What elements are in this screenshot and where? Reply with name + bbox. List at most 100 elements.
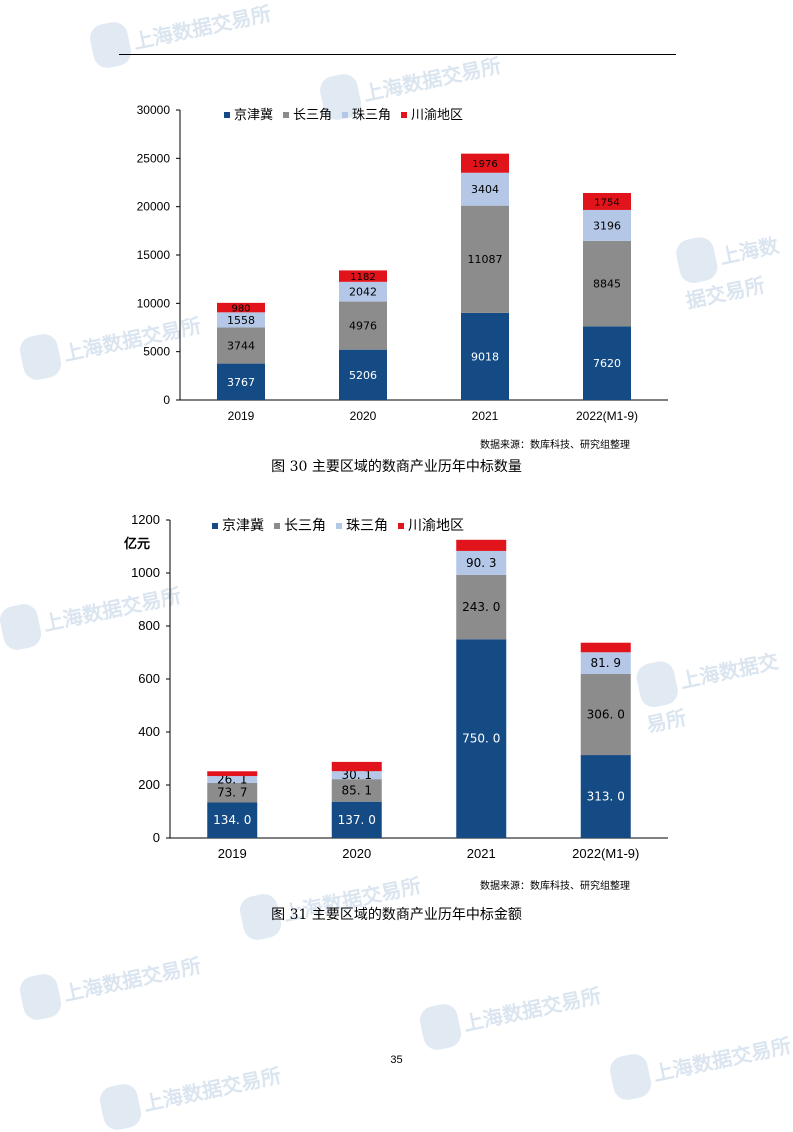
legend-label: 京津冀 bbox=[234, 107, 273, 123]
y-tick-label: 200 bbox=[138, 777, 160, 792]
legend-swatch bbox=[398, 523, 404, 529]
bar-data-label: 1754 bbox=[594, 197, 619, 208]
y-tick-label: 25000 bbox=[137, 151, 171, 165]
bar-segment bbox=[580, 673, 631, 756]
bar-data-label: 4976 bbox=[349, 320, 377, 333]
bar-segment bbox=[580, 755, 631, 838]
page-number: 35 bbox=[390, 1054, 403, 1066]
bar-segment bbox=[339, 301, 387, 350]
bar-segment bbox=[580, 652, 631, 674]
watermark-s-icon bbox=[87, 19, 134, 71]
watermark-text: 上海数据交易所 bbox=[140, 1062, 283, 1116]
bar-data-label: 2042 bbox=[349, 286, 377, 299]
bar-data-label: 137. 0 bbox=[338, 813, 376, 827]
watermark-text: 上海数据交易所 bbox=[460, 982, 603, 1036]
bar-segment bbox=[456, 539, 507, 551]
bar-segment bbox=[461, 172, 509, 206]
y-tick-label: 1000 bbox=[131, 565, 160, 580]
bar-segment bbox=[339, 281, 387, 302]
watermark-logo: 上海数据交易所 bbox=[17, 942, 204, 1023]
x-tick-label: 2020 bbox=[342, 846, 371, 861]
legend-swatch bbox=[336, 523, 342, 529]
y-tick-label: 400 bbox=[138, 724, 160, 739]
y-tick-label: 800 bbox=[138, 618, 160, 633]
bar-segment bbox=[456, 574, 507, 640]
bar-segment bbox=[583, 326, 631, 400]
legend-label: 长三角 bbox=[284, 518, 326, 534]
legend-swatch bbox=[212, 523, 218, 529]
bar-data-label: 1976 bbox=[472, 159, 497, 170]
y-tick-label: 0 bbox=[153, 830, 160, 845]
bar-data-label: 313. 0 bbox=[587, 790, 625, 804]
bar-segment bbox=[583, 240, 631, 327]
bar-segment bbox=[331, 761, 382, 772]
bar-data-label: 9018 bbox=[471, 350, 499, 363]
bar-segment bbox=[339, 270, 387, 282]
y-tick-label: 10000 bbox=[137, 296, 171, 310]
x-tick-label: 2019 bbox=[228, 409, 255, 423]
watermark-s-icon bbox=[17, 971, 64, 1023]
x-tick-label: 2019 bbox=[218, 846, 247, 861]
bar-data-label: 1558 bbox=[227, 314, 255, 327]
legend-swatch bbox=[224, 112, 230, 118]
bar-segment bbox=[207, 771, 258, 777]
bar-data-label: 5206 bbox=[349, 369, 377, 382]
bar-segment bbox=[331, 801, 382, 838]
bar-data-label: 73. 7 bbox=[217, 786, 248, 800]
bar-data-label: 980 bbox=[231, 304, 250, 315]
legend-label: 川渝地区 bbox=[408, 518, 464, 534]
y-tick-label: 0 bbox=[163, 393, 170, 407]
figure-30-source: 数据来源：数库科技、研究组整理 bbox=[480, 440, 630, 451]
bar-data-label: 90. 3 bbox=[466, 556, 497, 570]
x-tick-label: 2022(M1-9) bbox=[576, 409, 638, 423]
figure-31-caption: 图 31 主要区域的数商产业历年中标金额 bbox=[271, 907, 522, 923]
bar-segment bbox=[583, 209, 631, 241]
bar-segment bbox=[456, 639, 507, 838]
y-unit-label: 亿元 bbox=[124, 536, 150, 552]
header-rule bbox=[119, 54, 676, 55]
bar-data-label: 3744 bbox=[227, 339, 255, 352]
bar-data-label: 85. 1 bbox=[341, 783, 372, 797]
bar-data-label: 7620 bbox=[593, 357, 621, 370]
x-tick-label: 2020 bbox=[350, 409, 377, 423]
bar-segment bbox=[456, 550, 507, 575]
bar-segment bbox=[461, 312, 509, 400]
y-tick-label: 15000 bbox=[137, 248, 171, 262]
legend-swatch bbox=[401, 112, 407, 118]
bar-segment bbox=[339, 349, 387, 400]
watermark-logo: 上海数据交易所 bbox=[417, 972, 604, 1053]
legend-swatch bbox=[342, 112, 348, 118]
legend-label: 珠三角 bbox=[346, 518, 388, 534]
bar-segment bbox=[461, 153, 509, 173]
bar-segment bbox=[217, 312, 265, 328]
watermark-logo: 上海数据交易所 bbox=[87, 0, 274, 71]
bar-data-label: 3196 bbox=[593, 219, 621, 232]
bar-segment bbox=[331, 771, 382, 780]
x-tick-label: 2021 bbox=[472, 409, 499, 423]
bar-data-label: 11087 bbox=[468, 253, 503, 266]
bar-segment bbox=[217, 302, 265, 313]
legend-swatch bbox=[283, 112, 289, 118]
bar-data-label: 243. 0 bbox=[462, 600, 500, 614]
legend-swatch bbox=[274, 523, 280, 529]
bid-count-chart: 0 5000 10000 15000 20000 25000 30000 3767 3744 15… bbox=[137, 103, 668, 423]
bar-segment bbox=[207, 802, 258, 838]
bar-data-label: 8845 bbox=[593, 278, 621, 291]
figure-31-source: 数据来源：数库科技、研究组整理 bbox=[480, 881, 630, 892]
legend-label: 长三角 bbox=[293, 108, 332, 123]
x-tick-label: 2022(M1-9) bbox=[572, 846, 639, 861]
bar-segment bbox=[461, 205, 509, 313]
y-tick-label: 20000 bbox=[137, 200, 171, 214]
figure-30-caption: 图 30 主要区域的数商产业历年中标数量 bbox=[271, 459, 522, 475]
bar-segment bbox=[580, 642, 631, 653]
bar-data-label: 3767 bbox=[227, 376, 255, 389]
legend-label: 川渝地区 bbox=[411, 107, 463, 123]
bar-data-label: 1182 bbox=[350, 272, 375, 283]
bar-data-label: 3404 bbox=[471, 183, 499, 196]
legend-label: 京津冀 bbox=[222, 518, 264, 534]
watermark-s-icon bbox=[417, 1001, 464, 1053]
bar-data-label: 134. 0 bbox=[213, 813, 251, 827]
y-tick-label: 1200 bbox=[131, 512, 160, 527]
bar-segment bbox=[207, 782, 258, 803]
